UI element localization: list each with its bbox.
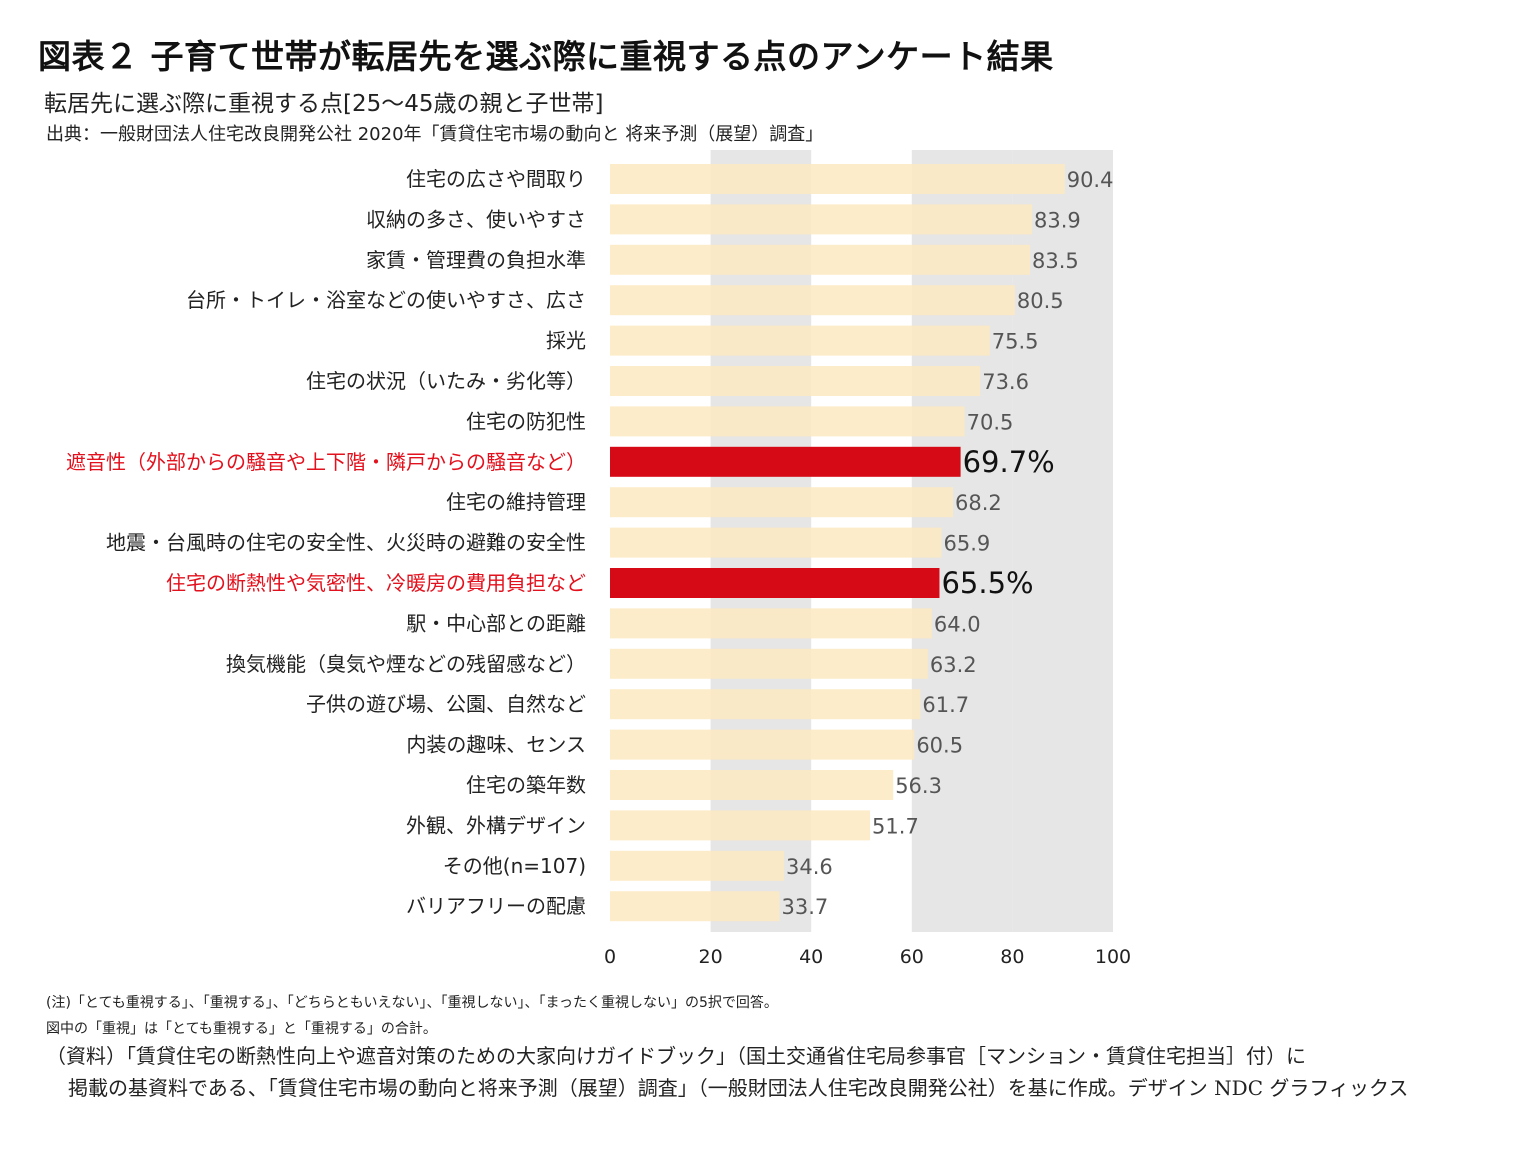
x-tick-80: 80 bbox=[1000, 946, 1024, 968]
bar-7 bbox=[610, 446, 961, 477]
category-label-13: 子供の遊び場、公園、自然など bbox=[306, 692, 586, 716]
category-label-4: 採光 bbox=[546, 329, 586, 353]
bar-1 bbox=[610, 204, 1033, 235]
bar-18 bbox=[610, 891, 780, 922]
value-label-3: 80.5 bbox=[1017, 289, 1064, 313]
chart-subtitle: 転居先に選ぶ際に重視する点[25～45歳の親と子世帯] bbox=[44, 91, 604, 117]
bar-12 bbox=[610, 648, 928, 679]
value-label-12: 63.2 bbox=[930, 653, 977, 677]
x-tick-40: 40 bbox=[799, 946, 823, 968]
value-label-8: 68.2 bbox=[955, 491, 1002, 515]
value-label-16: 51.7 bbox=[872, 814, 919, 838]
footnote-first-line: （資料）「賃貸住宅の断熱性向上や遮音対策のための大家向けガイドブック」（国土交通… bbox=[46, 1044, 1306, 1068]
category-label-7: 遮音性（外部からの騒音や上下階・隣戸からの騒音など） bbox=[66, 450, 586, 474]
bar-6 bbox=[610, 406, 965, 437]
category-label-10: 住宅の断熱性や気密性、冷暖房の費用負担など bbox=[166, 571, 586, 595]
x-tick-0: 0 bbox=[604, 946, 616, 968]
note-1: (注)「とても重視する」、「重視する」、「どちらともいえない」、「重視しない」、… bbox=[46, 995, 778, 1011]
category-label-2: 家賃・管理費の負担水準 bbox=[366, 248, 586, 272]
bar-3 bbox=[610, 285, 1015, 316]
category-label-1: 収納の多さ、使いやすさ bbox=[366, 207, 586, 231]
note-2: 図中の「重視」は「とても重視する」と「重視する」の合計。 bbox=[46, 1021, 437, 1037]
value-label-7: 69.7% bbox=[963, 445, 1055, 479]
value-label-15: 56.3 bbox=[895, 774, 942, 798]
x-tick-100: 100 bbox=[1095, 946, 1131, 968]
bar-13 bbox=[610, 689, 921, 720]
category-label-14: 内装の趣味、センス bbox=[406, 733, 586, 757]
category-label-6: 住宅の防犯性 bbox=[466, 409, 586, 433]
bar-9 bbox=[610, 527, 942, 558]
category-label-8: 住宅の維持管理 bbox=[446, 490, 586, 514]
bar-10 bbox=[610, 568, 940, 598]
category-label-17: その他(n=107) bbox=[443, 854, 586, 878]
value-label-1: 83.9 bbox=[1034, 208, 1081, 232]
bar-5 bbox=[610, 366, 981, 396]
band-80-100 bbox=[1012, 150, 1113, 932]
value-label-10: 65.5% bbox=[941, 566, 1033, 600]
category-label-12: 換気機能（臭気や煙などの残留感など） bbox=[226, 652, 586, 676]
bar-chart: 住宅の広さや間取り収納の多さ、使いやすさ家賃・管理費の負担水準台所・トイレ・浴室… bbox=[66, 150, 1131, 968]
value-labels: 90.4 83.9 83.5 80.5 75.5 73.6 70.5 69.7% 68.2 65.… bbox=[782, 168, 1114, 919]
bar-16 bbox=[610, 810, 871, 841]
bar-17 bbox=[610, 850, 785, 881]
page-title: 図表２ 子育て世帯が転居先を選ぶ際に重視する点のアンケート結果 bbox=[38, 37, 1054, 76]
bar-14 bbox=[610, 729, 915, 760]
value-label-4: 75.5 bbox=[992, 330, 1039, 354]
value-label-5: 73.6 bbox=[982, 370, 1029, 394]
source-footnote: （資料）「賃貸住宅の断熱性向上や遮音対策のための大家向けガイドブック」（国土交通… bbox=[46, 1040, 1508, 1104]
bar-series bbox=[610, 164, 1065, 922]
category-labels: 住宅の広さや間取り収納の多さ、使いやすさ家賃・管理費の負担水準台所・トイレ・浴室… bbox=[66, 167, 586, 918]
bar-0 bbox=[610, 164, 1065, 194]
bar-4 bbox=[610, 325, 990, 356]
value-label-13: 61.7 bbox=[922, 693, 969, 717]
value-label-2: 83.5 bbox=[1032, 249, 1079, 273]
category-label-5: 住宅の状況（いたみ・劣化等） bbox=[306, 369, 586, 393]
bar-2 bbox=[610, 244, 1031, 275]
category-label-15: 住宅の築年数 bbox=[466, 773, 586, 797]
bar-11 bbox=[610, 608, 932, 639]
category-label-16: 外観、外構デザイン bbox=[406, 813, 586, 837]
value-label-6: 70.5 bbox=[967, 410, 1014, 434]
source-line: 出典：一般財団法人住宅改良開発公社 2020年「賃貸住宅市場の動向と 将来予測（… bbox=[46, 124, 824, 145]
category-label-3: 台所・トイレ・浴室などの使いやすさ、広さ bbox=[186, 288, 586, 312]
category-label-11: 駅・中心部との距離 bbox=[406, 611, 586, 635]
category-label-9: 地震・台風時の住宅の安全性、火災時の避難の安全性 bbox=[106, 531, 586, 555]
footnote-rest: 掲載の基資料である、「賃貸住宅市場の動向と将来予測（展望）調査」（一般財団法人住… bbox=[68, 1076, 1409, 1100]
value-label-18: 33.7 bbox=[782, 895, 829, 919]
value-label-0: 90.4 bbox=[1067, 168, 1114, 192]
bar-15 bbox=[610, 770, 894, 800]
x-tick-20: 20 bbox=[699, 946, 723, 968]
x-axis-ticks: 0 20 40 60 80 100 bbox=[604, 946, 1131, 968]
bar-8 bbox=[610, 487, 954, 518]
value-label-9: 65.9 bbox=[943, 532, 990, 556]
category-label-0: 住宅の広さや間取り bbox=[406, 167, 586, 191]
value-label-17: 34.6 bbox=[786, 855, 833, 879]
category-label-18: バリアフリーの配慮 bbox=[406, 894, 586, 918]
x-tick-60: 60 bbox=[900, 946, 924, 968]
value-label-14: 60.5 bbox=[916, 734, 963, 758]
value-label-11: 64.0 bbox=[934, 612, 981, 636]
